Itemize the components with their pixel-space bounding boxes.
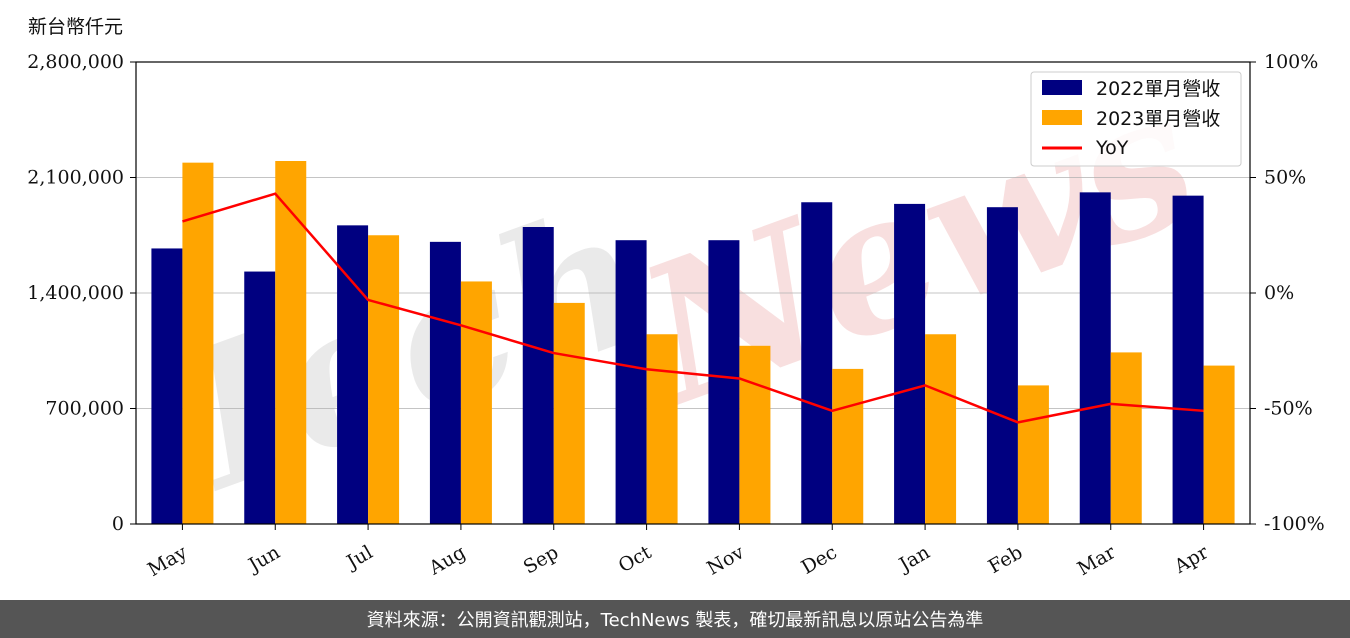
legend-box [1030, 71, 1242, 167]
x-tick-label: Jul [341, 541, 376, 574]
legend-swatch-2023 [1042, 110, 1082, 125]
x-tick-label: Dec [798, 541, 841, 579]
bar-2022 [522, 227, 554, 524]
x-tick-label: May [144, 541, 191, 581]
y-tick-label: 2,100,000 [27, 167, 124, 189]
x-tick-label: Apr [1170, 541, 1213, 578]
bar-2023 [1017, 385, 1049, 524]
x-tick-label: Jan [894, 541, 934, 577]
x-tick-label: Feb [985, 541, 1027, 578]
y2-tick-label: -100% [1264, 513, 1325, 535]
legend: 2022單月營收 2023單月營收 YoY [1030, 71, 1242, 167]
legend-label-2023: 2023單月營收 [1096, 108, 1220, 130]
bar-2023 [832, 368, 864, 524]
revenue-chart: Tech News 0700,0001,400,0002,100,0002,80… [27, 45, 1325, 581]
bar-2023 [646, 334, 678, 524]
y-tick-label: 700,000 [45, 398, 124, 420]
y-axis-unit-label: 新台幣仟元 [28, 16, 124, 38]
y2-tick-label: 100% [1264, 51, 1318, 73]
bar-2022 [244, 271, 276, 524]
x-tick-label: Oct [615, 541, 656, 577]
bar-2023 [368, 235, 400, 524]
bar-2022 [708, 240, 740, 524]
watermark-text-tech: Tech [134, 162, 675, 541]
y-tick-label: 1,400,000 [27, 282, 124, 304]
bar-2023 [1110, 352, 1142, 524]
bar-2023 [739, 345, 771, 524]
bar-2023 [1203, 365, 1235, 524]
bar-2022 [1079, 192, 1111, 524]
bar-2023 [275, 161, 307, 524]
bar-2023 [460, 281, 492, 524]
yoy-line [182, 192, 1204, 424]
bar-2022 [615, 240, 647, 524]
x-tick-label: Mar [1074, 541, 1120, 580]
y2-tick-label: 50% [1264, 167, 1306, 189]
bar-2022 [337, 225, 369, 524]
source-footer: 資料來源：公開資訊觀測站，TechNews 製表，確切最新訊息以原站公告為準 [0, 600, 1350, 638]
y-tick-label: 2,800,000 [27, 51, 124, 73]
bar-2022 [986, 207, 1018, 524]
bar-2023 [553, 302, 585, 524]
bar-2022 [1172, 195, 1204, 524]
bar-2022 [151, 248, 183, 524]
y2-tick-label: -50% [1264, 398, 1313, 420]
bar-2022 [894, 203, 926, 524]
bars [151, 161, 1235, 524]
grid [136, 177, 1250, 409]
x-tick-label: Nov [703, 541, 748, 580]
legend-label-yoy: YoY [1095, 137, 1129, 159]
yoy-line-layer [182, 192, 1204, 424]
plot-frame [135, 61, 1251, 525]
x-tick-label: Jun [243, 541, 284, 577]
bar-2023 [182, 162, 214, 524]
legend-swatch-2022 [1042, 80, 1082, 95]
legend-label-2022: 2022單月營收 [1096, 78, 1220, 100]
x-tick-label: Sep [520, 541, 563, 578]
x-tick-label: Aug [425, 541, 470, 580]
bar-2023 [925, 334, 957, 524]
bar-2022 [429, 241, 461, 524]
y-tick-label: 0 [112, 513, 124, 535]
bar-2022 [801, 202, 833, 524]
y2-tick-label: 0% [1264, 282, 1294, 304]
